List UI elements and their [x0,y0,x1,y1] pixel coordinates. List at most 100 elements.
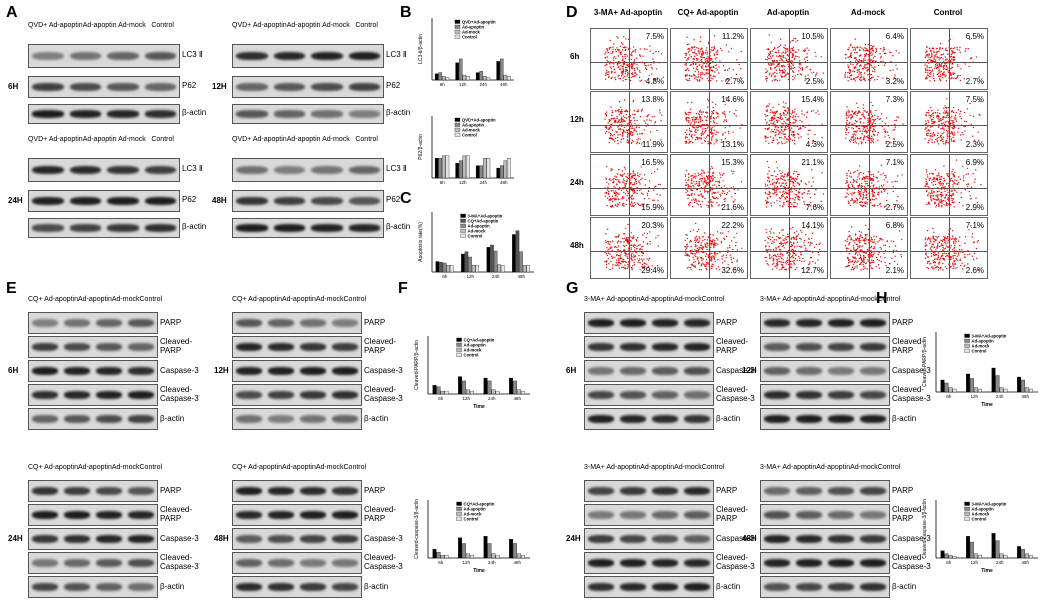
panel-letter-c: C [400,190,412,207]
facs-dot [948,132,950,134]
facs-dot [924,69,927,71]
facs-dot [632,75,634,78]
facs-dot [719,193,721,196]
facs-dot [721,174,724,176]
facs-dot [699,238,701,240]
facs-dot [608,127,610,129]
facs-dot [870,140,873,142]
blot-band [311,165,343,175]
facs-dot [772,137,774,139]
facs-dot [955,183,957,185]
facs-dot [627,65,630,68]
facs-dot [862,114,864,116]
facs-dot [942,126,944,128]
facs-dot [626,179,628,181]
facs-dot [620,241,622,243]
blot-band [796,319,822,327]
facs-dot [862,193,865,196]
facs-dot [947,175,950,177]
facs-dot [693,193,696,195]
facs-dot [736,249,738,251]
facs-dot [954,51,956,54]
blot-strip [28,528,158,550]
facs-dot [804,126,806,129]
blot-band [268,487,294,495]
facs-dot [768,193,770,196]
facs-dot [639,54,641,56]
facs-dot [949,38,951,40]
facs-dot [859,54,861,56]
facs-dot [708,269,711,271]
facs-dot [849,181,852,183]
facs-dot [686,234,688,236]
blot-band [128,535,154,543]
facs-dot [925,180,928,183]
facs-dot [607,258,609,260]
facs-dot [620,125,623,127]
facs-dot [654,186,656,188]
facs-dot [688,186,690,188]
facs-dot [783,133,785,135]
facs-dot [944,49,947,51]
facs-dot [610,190,612,192]
facs-dot [709,188,711,191]
facs-dot [656,129,658,132]
facs-dot [795,189,797,192]
facs-dot [722,64,725,67]
facs-dot [925,127,927,129]
facs-dot [893,137,895,140]
facs-dot [625,46,627,49]
blot-strip [28,76,180,98]
facs-dot [869,74,871,76]
facs-dot [925,51,927,54]
facs-dot [698,51,700,53]
blot-band [684,343,710,351]
facs-dot [930,191,933,193]
facs-dot [774,123,776,125]
facs-dot [795,41,797,43]
facs-dot [863,66,866,68]
blot-strip [760,504,890,526]
facs-dot [625,53,627,56]
facs-dot [695,76,697,78]
facs-dot [733,189,735,191]
facs-dot [941,205,943,207]
quadrant-line-horizontal [751,62,827,63]
facs-dot [627,242,629,244]
facs-dot [944,190,946,193]
facs-dot [937,132,939,134]
facs-dot [809,205,812,207]
facs-dot [741,123,743,126]
facs-dot [799,64,801,66]
facs-dot [624,186,626,188]
facs-dot [866,127,868,129]
facs-dot [946,198,949,200]
facs-dot [787,203,790,205]
facs-dot [884,136,886,138]
blot-band [32,110,64,118]
blot-band [332,343,358,351]
facs-dot [774,71,776,74]
facs-dot [730,256,732,258]
facs-dot [618,66,620,68]
facs-plot: 11.2% 2.7% [670,28,748,90]
blot-band [796,415,822,423]
facs-dot [615,194,618,196]
blot-strip [760,408,890,430]
facs-dot [685,169,688,171]
facs-dot [623,241,625,243]
facs-dot [623,99,626,101]
facs-dot [628,142,630,144]
facs-dot [796,55,798,58]
facs-dot [701,111,703,113]
lane-label: Ad-apoptin [286,22,321,29]
facs-dot [856,64,858,66]
facs-dot [621,43,624,45]
facs-dot [794,180,797,182]
facs-dot [649,131,652,133]
facs-dot [631,205,634,207]
facs-dot [863,59,865,61]
facs-dot [768,34,770,36]
facs-dot [935,194,937,197]
facs-dot [856,114,858,117]
